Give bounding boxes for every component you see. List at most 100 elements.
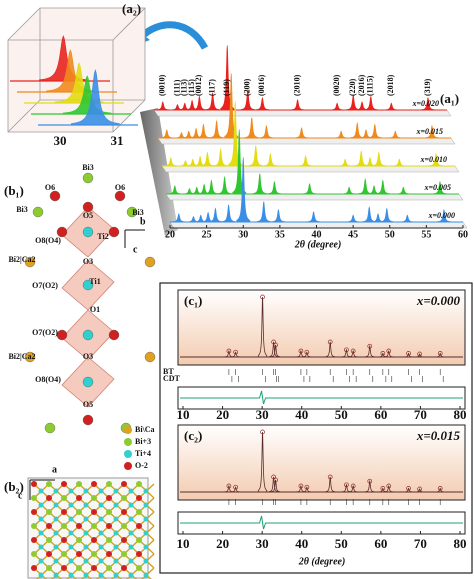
- observed-point: [273, 342, 278, 348]
- observed-point: [380, 486, 386, 491]
- arrow: [137, 21, 209, 50]
- peak: [400, 214, 415, 223]
- atom: [91, 565, 97, 571]
- peak: [334, 130, 349, 139]
- observed-point: [437, 351, 443, 356]
- calculated-peak: [302, 351, 312, 358]
- peak: [155, 101, 170, 111]
- peak: [367, 123, 382, 138]
- atom: [113, 530, 119, 536]
- x-tick-label: 55: [421, 229, 431, 240]
- atom-label: O7(O2): [32, 328, 58, 337]
- peak-label: (117): [207, 79, 216, 96]
- peak: [256, 201, 271, 222]
- atom-label: O3: [83, 257, 93, 266]
- calculated-peak: [415, 488, 425, 493]
- legend-label: O-2: [135, 461, 148, 470]
- atom: [113, 558, 119, 564]
- atom: [121, 495, 127, 501]
- x-axis-label: 2θ (degree): [298, 556, 346, 567]
- atom: [128, 572, 134, 578]
- atom: [98, 544, 104, 550]
- atom: [38, 488, 44, 494]
- atom: [53, 502, 59, 508]
- peak: [384, 102, 399, 111]
- peak: [306, 211, 321, 223]
- atom: [108, 329, 120, 341]
- atom: [126, 206, 138, 218]
- peak: [236, 157, 251, 222]
- calculated-peak: [302, 486, 312, 493]
- atom: [83, 544, 89, 550]
- panel-label: (b₁): [4, 183, 24, 198]
- observed-point: [367, 343, 373, 349]
- atom-label: Ti1: [89, 277, 100, 286]
- atom: [143, 530, 149, 536]
- atom: [143, 544, 149, 550]
- peak-label: (2016): [357, 74, 366, 96]
- peak-label: (2010): [292, 74, 301, 96]
- peak: [302, 183, 317, 195]
- atom: [83, 488, 89, 494]
- panel-label: (a₁): [440, 91, 459, 106]
- peak-label: (113): [180, 79, 189, 96]
- calculated-peak: [384, 350, 394, 358]
- atom: [49, 190, 61, 202]
- peak: [379, 207, 394, 222]
- atom: [44, 422, 56, 434]
- atom: [91, 495, 97, 501]
- peak-label: (319): [423, 78, 432, 96]
- legend-swatch: [124, 438, 132, 446]
- plot-area: [177, 289, 466, 366]
- layer-plane: [169, 221, 468, 229]
- atom: [31, 509, 37, 515]
- peak: [330, 102, 345, 111]
- atom: [144, 351, 156, 363]
- peak: [346, 94, 361, 110]
- observed-point: [233, 349, 238, 355]
- legend-swatch: [124, 450, 132, 458]
- atom: [38, 516, 44, 522]
- observed-point: [350, 483, 356, 489]
- observed-point: [273, 477, 278, 483]
- panel-label: (c₁): [184, 293, 202, 308]
- atom: [68, 530, 74, 536]
- peak-label: (220): [348, 78, 357, 96]
- atom: [106, 565, 112, 571]
- peak: [375, 179, 390, 194]
- phase-label: CDT: [163, 374, 181, 383]
- atom-label: Bi3: [132, 208, 144, 217]
- atom: [143, 502, 149, 508]
- atom: [91, 523, 97, 529]
- residual: [180, 515, 463, 530]
- observed-point: [367, 478, 373, 484]
- peak: [192, 95, 207, 111]
- atom-label: Bi3: [82, 163, 94, 172]
- peak: [255, 96, 270, 110]
- atom-label: O1: [90, 305, 100, 314]
- atom: [38, 502, 44, 508]
- peak: [248, 145, 263, 166]
- atom: [31, 495, 37, 501]
- atom: [121, 537, 127, 543]
- atom: [82, 201, 94, 213]
- atom-label: Bi2|Ca2: [8, 255, 35, 264]
- peak: [363, 95, 378, 110]
- atom-label: O8(O4): [35, 236, 61, 245]
- observed-point: [386, 348, 392, 354]
- series-label: x=0.005: [423, 183, 451, 192]
- calculated-peak: [231, 486, 241, 493]
- x-tick-label: 80: [454, 407, 467, 422]
- atom: [53, 572, 59, 578]
- residual: [180, 390, 463, 405]
- atom: [106, 523, 112, 529]
- atom: [128, 558, 134, 564]
- peak: [290, 99, 305, 111]
- atom-label: O5: [83, 400, 93, 409]
- peak: [358, 178, 373, 194]
- peak: [163, 157, 178, 167]
- x-tick-label: 30: [256, 536, 269, 551]
- peak-label: (2018): [386, 74, 395, 96]
